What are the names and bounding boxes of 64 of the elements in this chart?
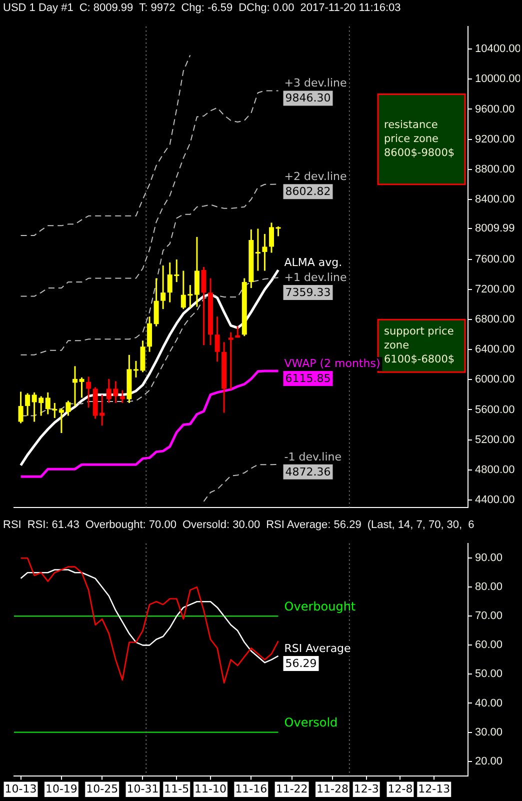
text: Overbought: 70.00 [85,519,176,531]
x-tick-label: 10-13 [4,782,37,796]
y-tick-label: 7600.00 [475,254,515,266]
chart-title: RSI [3,519,22,531]
y-tick-label: 50.00 [475,668,503,680]
series-label: ALMA avg. [284,256,342,269]
y-tick-label: 8800.00 [475,163,515,176]
y-tick-label: 90.00 [475,552,503,564]
text: Oversold: 30.00 [182,519,260,531]
data-label: 56.29 [285,656,317,670]
y-tick-label: 8009.99 [475,222,515,235]
y-tick-label: 60.00 [475,639,503,652]
x-tick-label: 11-16 [235,782,268,796]
y-tick-label: 6000.00 [475,374,515,386]
text: (Last, 14, 7, 70, 30, [367,519,462,531]
y-tick-label: 7200.00 [475,284,515,296]
x-tick-label: 12-13 [418,782,450,796]
band-label: support price zone 6100$-6800$ [384,326,455,366]
x-tick-label: 11-10 [194,782,226,796]
text: Chg: -6.59 [181,2,233,14]
data-label: 8602.82 [285,185,331,198]
y-tick-label: 20.00 [475,755,503,768]
text: C: 8009.99 [79,2,134,14]
ref-line-label: Overbought [284,599,356,614]
y-tick-label: 5600.00 [475,404,515,416]
series-label: RSI Average [284,642,352,655]
text: T: 9972 [139,2,176,14]
y-tick-label: 6800.00 [475,314,515,326]
data-label: 6115.85 [285,372,331,385]
y-tick-label: 6400.00 [475,344,515,356]
ref-line-label: Oversold [284,715,338,730]
y-tick-label: 4800.00 [475,464,515,476]
series-label: +3 dev.line [284,76,347,90]
x-tick-label: 10-19 [45,782,78,796]
chart-title: USD 1 Day #1 [3,2,74,14]
y-tick-label: 40.00 [475,697,503,710]
y-tick-label: 4400.00 [475,494,515,506]
data-label: 7359.33 [285,286,331,299]
data-label: 4872.36 [285,465,331,478]
y-tick-label: 30.00 [475,726,503,738]
y-tick-label: 5200.00 [475,434,515,446]
y-tick-label: 9200.00 [475,133,515,146]
y-tick-label: 9600.00 [475,103,515,116]
y-tick-label: 80.00 [475,581,503,594]
series-label: +1 dev.line [284,270,347,284]
y-tick-label: 70.00 [475,610,503,622]
x-tick-label: 11-28 [316,782,348,796]
x-tick-label: 12-8 [388,782,413,796]
y-tick-label: 8400.00 [475,193,515,206]
text: 6 [468,519,474,531]
x-tick-label: 11-22 [276,782,308,796]
text: RSI: 61.43 [27,519,80,531]
x-tick-label: 10-31 [126,782,159,796]
text: 2017-11-20 11:16:03 [300,2,401,14]
band-label: resistance price zone 8600$-9800$ [384,119,455,160]
series-label: VWAP (2 months) [284,356,380,370]
x-tick-label: 12-3 [354,782,379,796]
text: DChg: 0.00 [238,2,294,14]
x-tick-label: 10-25 [86,782,118,796]
data-label: 9846.30 [285,92,331,105]
series-label: +2 dev.line [284,170,347,184]
series-label: -1 dev.line [284,450,342,464]
x-tick-label: 11-5 [164,782,190,796]
text: RSI Average: 56.29 [266,519,362,531]
